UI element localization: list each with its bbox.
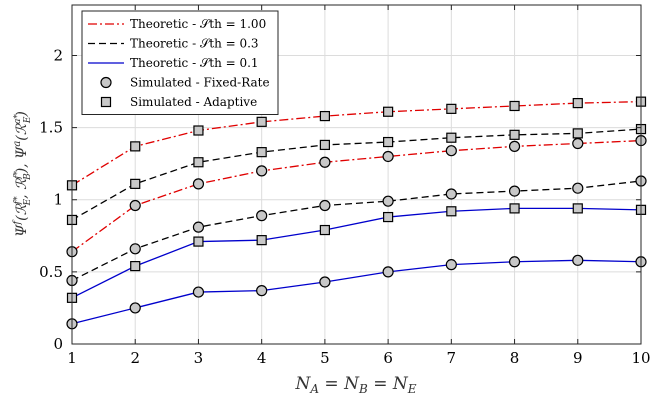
data-point-square <box>319 110 330 122</box>
plot-frame <box>71 4 642 345</box>
data-point-circle <box>572 254 584 266</box>
series-line <box>71 207 642 299</box>
series-s-1-00-fixed-rate <box>66 135 647 258</box>
series-line <box>71 101 642 186</box>
legend-entry: Theoretic - 𝒮th = 0.3 <box>88 37 259 51</box>
data-point-circle <box>192 178 205 190</box>
data-point-square <box>319 224 330 236</box>
legend-entry: Simulated - Fixed-Rate <box>100 76 270 90</box>
data-point-square <box>256 116 267 127</box>
legend-label: Theoretic - 𝒮th = 0.1 <box>130 56 259 70</box>
y-tick-label: 0.5 <box>39 263 63 281</box>
x-tick-label: 1 <box>67 349 77 367</box>
legend-label: Theoretic - 𝒮th = 1.00 <box>130 17 266 31</box>
data-point-circle <box>129 199 141 212</box>
data-point-circle <box>129 243 141 255</box>
data-point-square <box>509 203 520 214</box>
data-point-square <box>509 100 520 112</box>
series-s-1-00-adaptive <box>66 96 647 191</box>
y-tick-label: 2 <box>53 46 63 64</box>
series-line <box>71 180 642 282</box>
data-point-circle <box>129 302 141 314</box>
data-point-square <box>383 106 394 117</box>
y-tick-label: 1.5 <box>39 119 63 137</box>
y-tick-label: 0 <box>53 335 63 353</box>
data-point-circle <box>382 150 394 163</box>
x-tick-label: 6 <box>383 349 393 367</box>
data-point-circle <box>382 266 394 278</box>
data-point-circle <box>192 286 205 298</box>
x-tick-label: 8 <box>510 349 520 367</box>
data-point-circle <box>319 199 331 212</box>
series-line <box>71 139 642 253</box>
data-point-square <box>509 129 520 140</box>
data-point-square <box>193 125 204 136</box>
x-tick-label: 4 <box>257 349 267 367</box>
data-point-circle <box>572 137 584 150</box>
series-line <box>71 259 642 325</box>
legend-entry: Theoretic - 𝒮th = 1.00 <box>88 17 266 31</box>
x-axis-label: NA = NB = NE <box>294 374 416 396</box>
data-point-square <box>383 211 394 223</box>
data-point-square <box>572 203 583 214</box>
data-point-circle <box>508 140 521 152</box>
x-tick-label: 5 <box>320 349 330 367</box>
legend-entry: Simulated - Adaptive <box>100 95 257 109</box>
data-point-circle <box>572 182 584 194</box>
data-point-square <box>193 236 204 247</box>
data-point-circle <box>256 165 268 177</box>
x-tick-label: 7 <box>447 349 457 367</box>
series-s-0-1-fixed-rate <box>66 254 647 330</box>
legend-entry: Theoretic - 𝒮th = 0.1 <box>88 56 259 70</box>
data-point-square <box>130 178 141 189</box>
legend-marker-swatch <box>100 96 112 108</box>
data-point-circle <box>256 210 268 222</box>
data-point-square <box>383 136 394 148</box>
data-point-circle <box>445 145 457 157</box>
series-layer <box>66 96 647 330</box>
x-tick-label: 3 <box>194 349 204 367</box>
series-s-0-3-adaptive <box>66 123 647 226</box>
y-axis-label: Ψf(ℛf*E, ℛf*B), Ψa(ℛa*E) <box>12 111 33 237</box>
data-point-square <box>319 139 330 151</box>
x-tick-label: 2 <box>130 349 140 367</box>
data-point-square <box>446 206 457 217</box>
legend-label: Simulated - Adaptive <box>130 95 257 109</box>
data-point-square <box>572 128 583 139</box>
y-tick-label: 1 <box>53 191 63 209</box>
legend-label: Theoretic - 𝒮th = 0.3 <box>130 37 259 51</box>
data-point-circle <box>256 285 268 297</box>
data-point-circle <box>382 195 394 207</box>
series-line <box>71 128 642 221</box>
data-point-square <box>256 235 267 246</box>
data-point-square <box>130 261 141 272</box>
data-point-circle <box>319 276 331 288</box>
data-point-square <box>256 147 267 158</box>
axis-ticks: 1 2 3 4 5 6 7 8 9 10 0 0.5 1 1.5 2 <box>39 5 651 367</box>
data-point-square <box>446 132 457 143</box>
legend: Theoretic - 𝒮th = 1.00 Theoretic - 𝒮th = … <box>81 10 279 115</box>
data-point-circle <box>508 185 521 197</box>
data-point-circle <box>445 188 457 200</box>
data-point-circle <box>445 259 457 271</box>
legend-marker-swatch <box>100 76 112 89</box>
x-tick-label: 10 <box>631 349 650 367</box>
legend-label: Simulated - Fixed-Rate <box>130 76 270 90</box>
data-point-circle <box>192 221 205 233</box>
x-tick-label: 9 <box>573 349 583 367</box>
data-point-circle <box>319 156 331 168</box>
data-point-square <box>193 157 204 168</box>
data-point-circle <box>508 256 521 268</box>
data-point-square <box>130 141 141 152</box>
data-point-square <box>572 97 583 109</box>
data-point-square <box>446 103 457 114</box>
